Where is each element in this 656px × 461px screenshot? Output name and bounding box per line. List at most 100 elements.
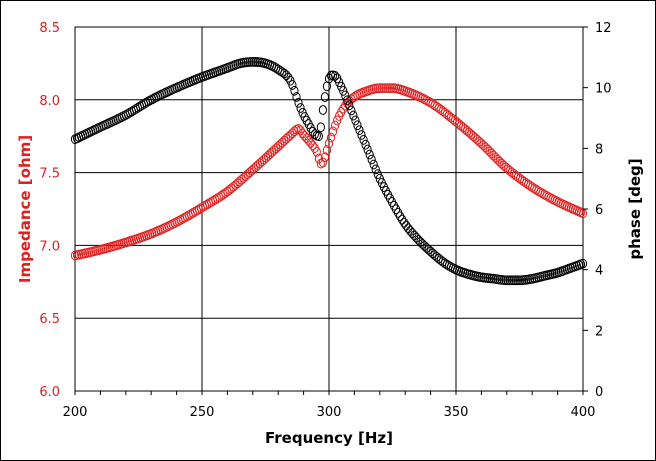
data-point [284,132,293,142]
data-point [357,130,366,140]
data-point [316,122,325,133]
x-axis-title: Frequency [Hz] [265,429,393,447]
data-point [398,214,407,225]
x-tick-label: 400 [571,405,596,420]
data-point [308,140,317,151]
data-point [251,57,260,67]
data-point [245,167,254,178]
data-point [463,125,472,136]
data-point [247,56,256,67]
data-point [501,275,510,286]
data-point [444,111,453,121]
series-layer [70,56,588,286]
data-point [361,139,370,150]
data-point [446,112,456,123]
data-point [355,125,364,136]
data-point [276,65,285,76]
data-point [288,80,297,90]
data-point [249,56,258,67]
data-point [515,275,525,286]
data-point [353,120,362,131]
data-point [393,207,403,218]
data-point [343,95,352,106]
data-point [306,138,315,148]
data-point [396,211,405,222]
data-point [268,147,277,157]
data-point [302,133,311,144]
data-point [324,138,334,149]
data-point [239,173,248,183]
data-point [454,119,464,130]
data-point [432,251,441,262]
data-point [391,204,401,215]
data-point [272,63,281,73]
data-point [274,64,283,75]
data-point [459,122,468,133]
data-point [320,92,330,102]
data-point [461,124,470,135]
data-point [400,217,409,228]
data-point [337,107,346,117]
x-tick-label: 300 [317,405,342,420]
data-point [524,179,533,190]
data-point [428,248,437,259]
y-left-axis-title: Impedance [ohm] [16,135,34,283]
data-point [221,188,230,198]
data-point [471,133,480,143]
data-point [247,165,256,176]
data-point [377,83,386,94]
data-point [365,149,374,160]
y-right-tick-label: 4 [595,264,603,279]
data-point [241,171,250,181]
data-point [284,72,293,83]
data-point [404,223,413,234]
data-point [513,172,523,183]
data-point [402,220,411,231]
data-point [436,104,445,115]
data-point [578,258,588,269]
y-left-tick-label: 8.0 [39,94,60,109]
data-point [310,129,319,140]
data-point [265,149,275,159]
data-point [371,164,380,175]
data-point [316,158,325,169]
data-point [296,125,305,136]
data-point [331,70,340,81]
data-point [375,83,384,94]
data-point [237,174,246,185]
data-point [519,176,529,187]
data-point [282,70,291,81]
data-point [505,165,514,176]
data-point [513,275,523,286]
data-point [233,178,242,189]
data-point [438,106,447,117]
data-point [320,152,330,163]
y-left-tick-label: 7.0 [39,239,60,254]
y-left-tick-label: 6.5 [39,312,60,327]
data-point [426,246,435,257]
data-point [373,83,382,94]
data-point [452,117,462,128]
data-point [328,126,338,137]
y-right-tick-label: 10 [595,82,612,97]
data-point [505,275,514,286]
data-point [509,169,519,179]
data-point [430,250,439,260]
data-point [385,83,395,94]
y-right-tick-label: 0 [595,385,603,400]
data-point [367,154,376,165]
data-point [434,103,443,114]
x-tick-label: 200 [63,405,88,420]
data-point [501,162,510,173]
data-point [223,186,232,197]
data-point [229,181,238,192]
data-point [278,67,287,77]
data-point [302,115,311,126]
data-point [526,180,535,191]
data-point [522,178,531,188]
data-point [290,126,299,137]
data-point [318,105,327,115]
data-point [507,275,516,286]
data-point [381,83,390,94]
